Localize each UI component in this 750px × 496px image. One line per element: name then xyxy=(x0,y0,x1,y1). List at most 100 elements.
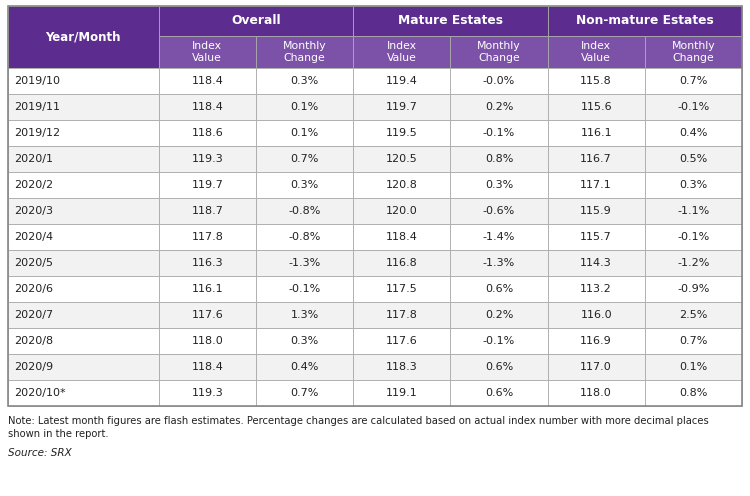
Bar xyxy=(353,302,450,328)
Bar xyxy=(450,68,548,94)
Bar xyxy=(8,302,159,328)
Bar xyxy=(256,354,353,380)
Text: 118.4: 118.4 xyxy=(386,232,418,242)
Bar xyxy=(645,354,742,380)
Bar xyxy=(645,36,742,68)
Text: 119.7: 119.7 xyxy=(386,102,418,112)
Text: 0.5%: 0.5% xyxy=(680,154,707,164)
Text: 2020/6: 2020/6 xyxy=(14,284,53,294)
Text: 117.8: 117.8 xyxy=(191,232,224,242)
Text: -0.6%: -0.6% xyxy=(483,206,515,216)
Bar xyxy=(353,380,450,406)
Bar xyxy=(256,198,353,224)
Bar xyxy=(353,224,450,250)
Text: -0.1%: -0.1% xyxy=(289,284,321,294)
Bar xyxy=(645,224,742,250)
Bar xyxy=(548,36,645,68)
Text: 117.5: 117.5 xyxy=(386,284,418,294)
Bar xyxy=(8,380,159,406)
Bar xyxy=(8,354,159,380)
Text: 2020/7: 2020/7 xyxy=(14,310,53,320)
Bar xyxy=(159,380,256,406)
Bar xyxy=(256,36,353,68)
Bar xyxy=(8,120,159,146)
Bar xyxy=(159,354,256,380)
Text: 117.6: 117.6 xyxy=(191,310,224,320)
Text: 116.0: 116.0 xyxy=(580,310,612,320)
Text: 118.7: 118.7 xyxy=(191,206,224,216)
Bar xyxy=(353,94,450,120)
Bar xyxy=(645,250,742,276)
Bar xyxy=(548,198,645,224)
Text: -1.4%: -1.4% xyxy=(483,232,515,242)
Bar xyxy=(645,380,742,406)
Text: Monthly
Change: Monthly Change xyxy=(671,41,716,63)
Bar xyxy=(353,276,450,302)
Bar xyxy=(548,250,645,276)
Bar xyxy=(645,146,742,172)
Text: -0.1%: -0.1% xyxy=(677,232,710,242)
Text: 2020/8: 2020/8 xyxy=(14,336,53,346)
Text: 0.7%: 0.7% xyxy=(680,76,707,86)
Bar xyxy=(159,146,256,172)
Bar xyxy=(645,328,742,354)
Text: -0.8%: -0.8% xyxy=(288,206,321,216)
Bar xyxy=(548,146,645,172)
Bar xyxy=(450,380,548,406)
Bar xyxy=(256,172,353,198)
Bar xyxy=(256,302,353,328)
Bar xyxy=(8,224,159,250)
Text: 0.7%: 0.7% xyxy=(290,388,319,398)
Text: 0.4%: 0.4% xyxy=(290,362,319,372)
Bar xyxy=(645,94,742,120)
Text: 118.3: 118.3 xyxy=(386,362,418,372)
Bar xyxy=(548,120,645,146)
Text: 2019/10: 2019/10 xyxy=(14,76,60,86)
Bar xyxy=(256,146,353,172)
Bar xyxy=(548,6,742,36)
Bar xyxy=(645,198,742,224)
Bar xyxy=(8,276,159,302)
Text: 117.6: 117.6 xyxy=(386,336,418,346)
Text: 117.8: 117.8 xyxy=(386,310,418,320)
Text: 2020/3: 2020/3 xyxy=(14,206,53,216)
Text: 120.5: 120.5 xyxy=(386,154,418,164)
Bar xyxy=(256,120,353,146)
Bar xyxy=(256,68,353,94)
Bar xyxy=(256,94,353,120)
Bar xyxy=(353,36,450,68)
Bar xyxy=(450,172,548,198)
Bar xyxy=(256,328,353,354)
Bar xyxy=(159,224,256,250)
Text: 0.3%: 0.3% xyxy=(484,180,513,190)
Text: 2020/5: 2020/5 xyxy=(14,258,53,268)
Bar xyxy=(645,302,742,328)
Bar xyxy=(8,68,159,94)
Text: 118.4: 118.4 xyxy=(191,362,224,372)
Text: 0.8%: 0.8% xyxy=(484,154,513,164)
Text: Index
Value: Index Value xyxy=(192,41,222,63)
Bar xyxy=(353,172,450,198)
Text: 0.6%: 0.6% xyxy=(484,362,513,372)
Text: 115.6: 115.6 xyxy=(580,102,612,112)
Text: 116.9: 116.9 xyxy=(580,336,612,346)
Text: 0.7%: 0.7% xyxy=(680,336,707,346)
Text: 113.2: 113.2 xyxy=(580,284,612,294)
Bar xyxy=(256,224,353,250)
Bar xyxy=(353,146,450,172)
Text: shown in the report.: shown in the report. xyxy=(8,429,109,439)
Bar xyxy=(548,328,645,354)
Text: 2020/4: 2020/4 xyxy=(14,232,53,242)
Bar xyxy=(450,36,548,68)
Bar xyxy=(548,224,645,250)
Text: 1.3%: 1.3% xyxy=(290,310,319,320)
Bar xyxy=(353,250,450,276)
Bar xyxy=(450,328,548,354)
Text: 118.4: 118.4 xyxy=(191,102,224,112)
Bar xyxy=(450,276,548,302)
Text: 115.9: 115.9 xyxy=(580,206,612,216)
Text: Index
Value: Index Value xyxy=(581,41,611,63)
Bar xyxy=(450,354,548,380)
Text: 117.0: 117.0 xyxy=(580,362,612,372)
Bar xyxy=(8,6,742,406)
